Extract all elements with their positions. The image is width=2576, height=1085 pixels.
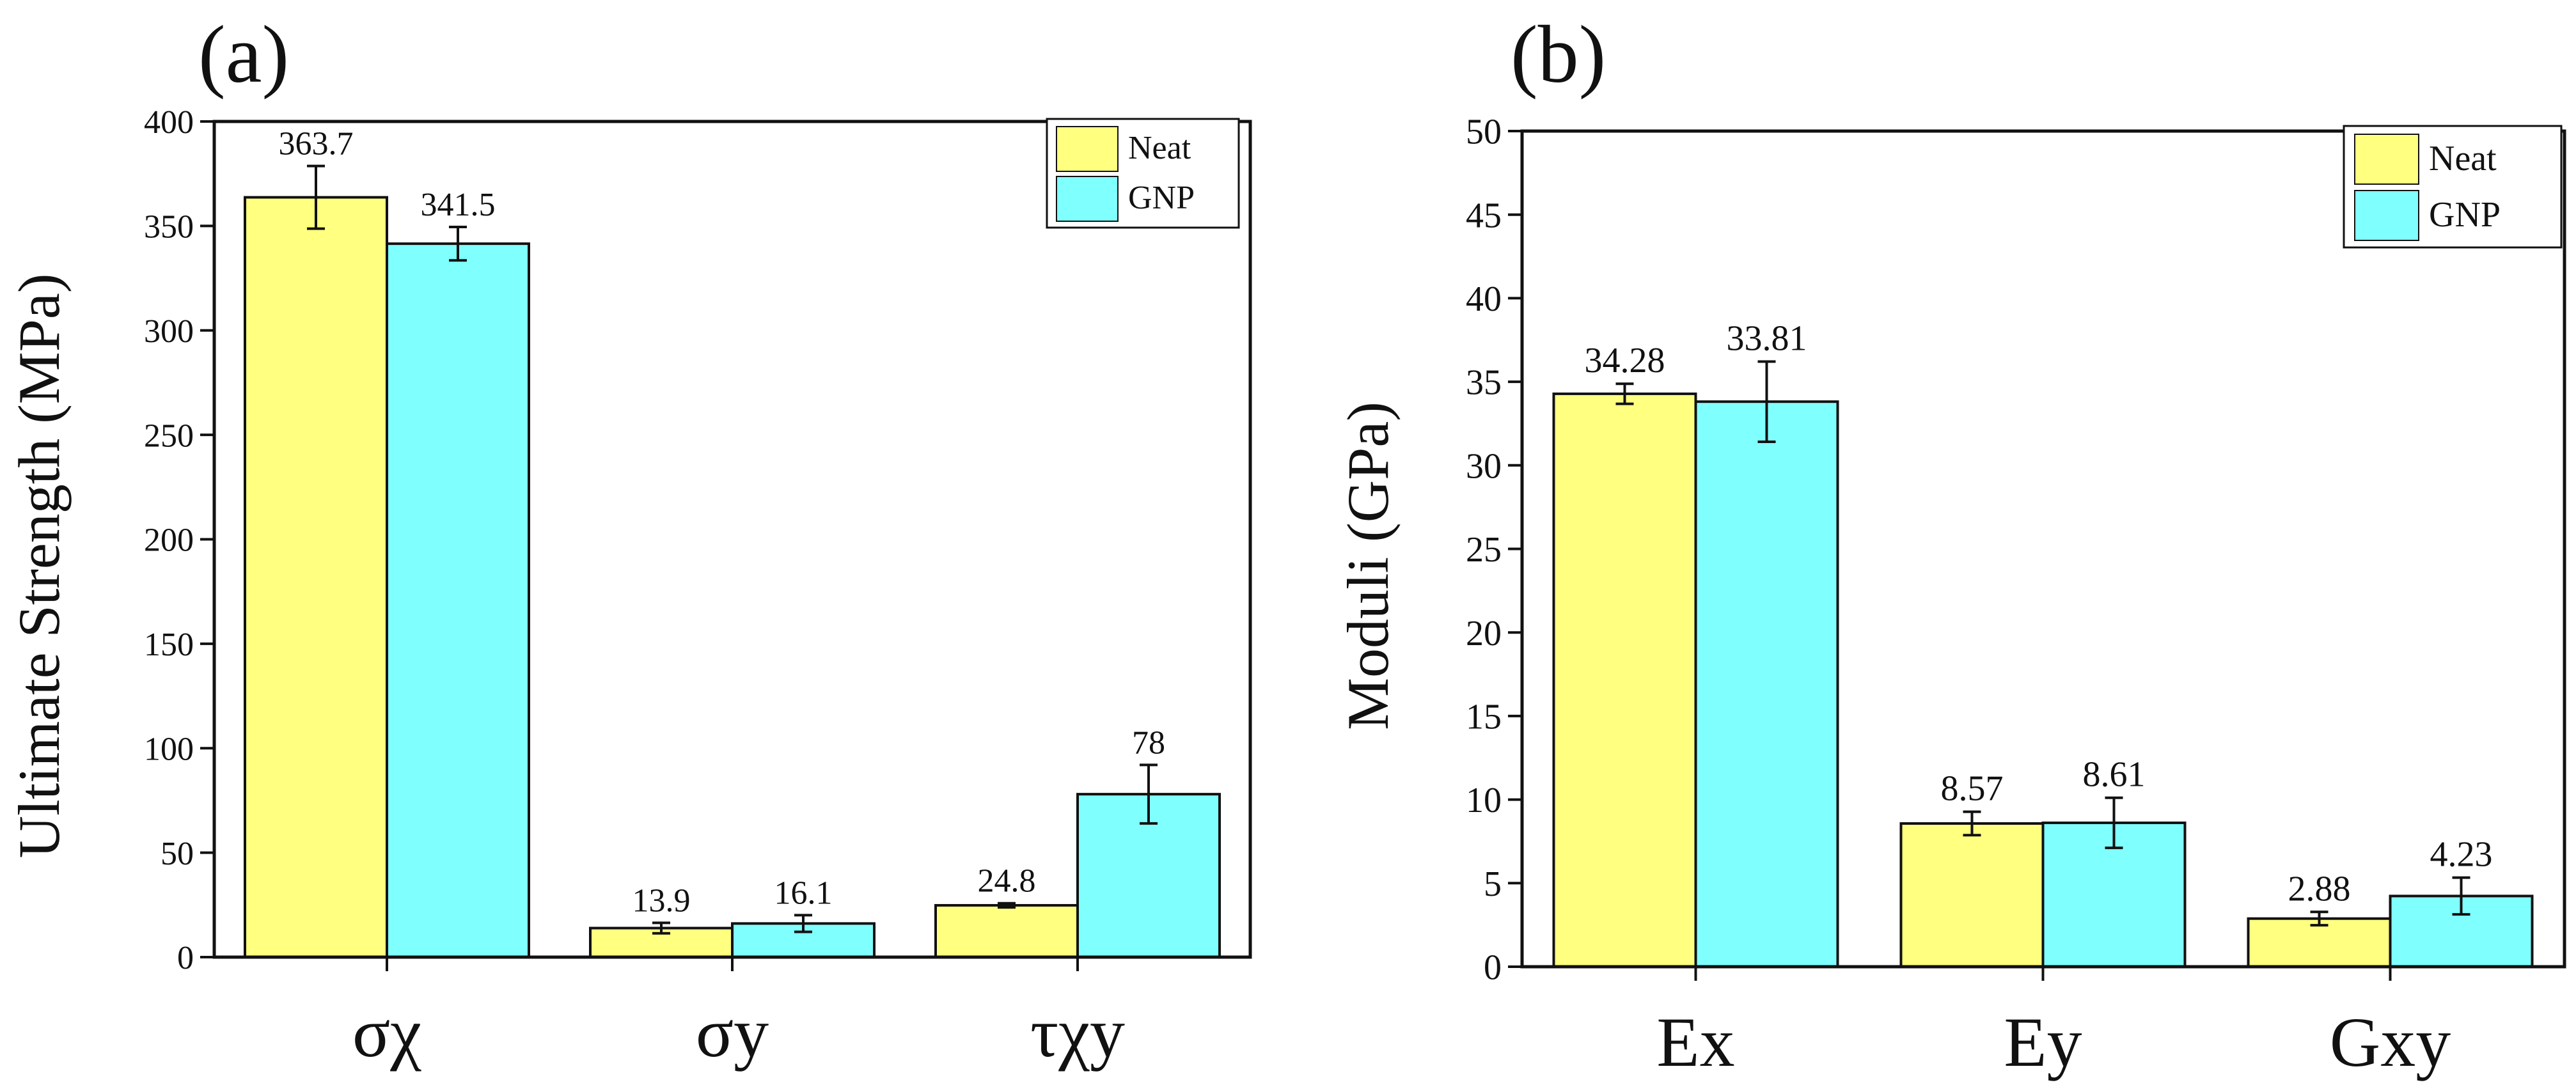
- error-bar-gnp-b-1: [2105, 796, 2123, 850]
- error-bar-gnp-b-2: [2452, 876, 2470, 916]
- data-label-gnp-a-1: 16.1: [774, 875, 833, 911]
- bar-neat-a-2: [934, 903, 1079, 958]
- bar-neat-b-1: [1899, 822, 2045, 969]
- chart-panel-a: (a) Ultimate Strength (MPa) 363.7 341.5 σχ…: [6, 9, 1252, 1072]
- legend-swatch-gnp-a: [1056, 176, 1119, 222]
- legend-swatch-neat-a: [1056, 126, 1119, 172]
- error-bar-gnp-a-0: [449, 226, 467, 262]
- bar-gnp-b-0: [1694, 400, 1839, 968]
- error-bar-neat-a-1: [652, 921, 670, 935]
- bar-neat-b-0: [1552, 392, 1697, 968]
- y-tick-label-a-3: 150: [144, 627, 194, 663]
- y-tick-label-a-0: 0: [177, 940, 194, 976]
- y-tick-label-a-4: 200: [144, 522, 194, 559]
- x-tick-label-a-1: σy: [696, 994, 769, 1072]
- data-label-neat-a-1: 13.9: [632, 882, 691, 919]
- x-tick-label-b-2: Gxy: [2330, 1003, 2451, 1081]
- error-bar-gnp-a-2: [1140, 763, 1158, 825]
- y-tick-label-a-7: 350: [144, 209, 194, 246]
- y-axis-title-b: Moduli (GPa): [1335, 402, 1401, 730]
- x-tick-label-a-2: τχy: [1030, 994, 1125, 1072]
- y-tick-label-b-7: 35: [1466, 363, 1502, 403]
- y-tick-label-b-4: 20: [1466, 614, 1502, 653]
- plot-frame-b: [1520, 129, 2566, 969]
- error-bar-neat-b-2: [2310, 910, 2329, 927]
- bar-neat-b-2: [2247, 917, 2392, 968]
- error-bar-neat-b-1: [1963, 810, 1981, 837]
- y-tick-label-b-3: 15: [1466, 698, 1502, 737]
- plot-frame-a: [212, 120, 1252, 959]
- x-tick-label-a-0: σχ: [352, 994, 421, 1072]
- bar-gnp-a-0: [386, 242, 530, 958]
- data-label-gnp-b-2: 4.23: [2430, 835, 2493, 875]
- y-tick-label-b-0: 0: [1484, 948, 1502, 988]
- panel-label-a: (a): [198, 9, 289, 100]
- y-tick-label-a-8: 400: [144, 104, 194, 141]
- data-label-neat-b-0: 34.28: [1585, 341, 1665, 380]
- bar-neat-a-0: [244, 196, 388, 959]
- legend-swatch-neat-b: [2354, 134, 2419, 185]
- x-tick-label-b-1: Ey: [2004, 1003, 2082, 1081]
- y-tick-label-b-8: 40: [1466, 279, 1502, 319]
- legend-a: Neat GNP: [1046, 118, 1240, 229]
- error-bar-neat-a-0: [307, 164, 325, 230]
- y-tick-label-b-2: 10: [1466, 781, 1502, 820]
- error-bar-neat-b-0: [1615, 382, 1634, 405]
- y-tick-label-b-1: 5: [1484, 864, 1502, 904]
- legend-b: Neat GNP: [2343, 125, 2563, 249]
- data-label-neat-a-2: 24.8: [978, 863, 1036, 900]
- y-tick-label-b-6: 30: [1466, 446, 1502, 486]
- y-tick-label-b-10: 50: [1466, 113, 1502, 152]
- data-label-gnp-a-2: 78: [1132, 724, 1165, 761]
- data-label-neat-b-1: 8.57: [1941, 769, 2004, 809]
- y-tick-label-a-1: 50: [161, 836, 194, 872]
- y-tick-label-a-6: 300: [144, 313, 194, 350]
- y-axis-title-a: Ultimate Strength (MPa): [6, 274, 72, 859]
- error-bar-gnp-b-0: [1757, 360, 1776, 443]
- data-label-gnp-b-0: 33.81: [1727, 318, 1807, 358]
- y-tick-label-b-5: 25: [1466, 530, 1502, 570]
- data-label-gnp-b-1: 8.61: [2083, 755, 2146, 795]
- legend-label-neat-b: Neat: [2429, 139, 2497, 178]
- legend-swatch-gnp-b: [2354, 190, 2419, 241]
- data-label-neat-a-0: 363.7: [279, 126, 354, 162]
- y-tick-label-a-2: 100: [144, 731, 194, 767]
- legend-label-neat-a: Neat: [1128, 130, 1191, 166]
- x-tick-label-b-0: Ex: [1656, 1003, 1734, 1081]
- error-bar-neat-a-2: [998, 902, 1016, 909]
- panel-label-b: (b): [1511, 9, 1606, 100]
- legend-label-gnp-b: GNP: [2429, 195, 2501, 235]
- error-bar-gnp-a-1: [794, 914, 812, 933]
- data-label-gnp-a-0: 341.5: [421, 187, 496, 223]
- y-tick-label-b-9: 45: [1466, 196, 1502, 235]
- data-label-neat-b-2: 2.88: [2288, 869, 2351, 909]
- legend-label-gnp-a: GNP: [1128, 180, 1195, 216]
- chart-panel-b: (b) Moduli (GPa) 34.28 33.81 Ex 8.57 8.61 Ey 2…: [1335, 9, 2566, 1081]
- y-tick-label-a-5: 250: [144, 418, 194, 454]
